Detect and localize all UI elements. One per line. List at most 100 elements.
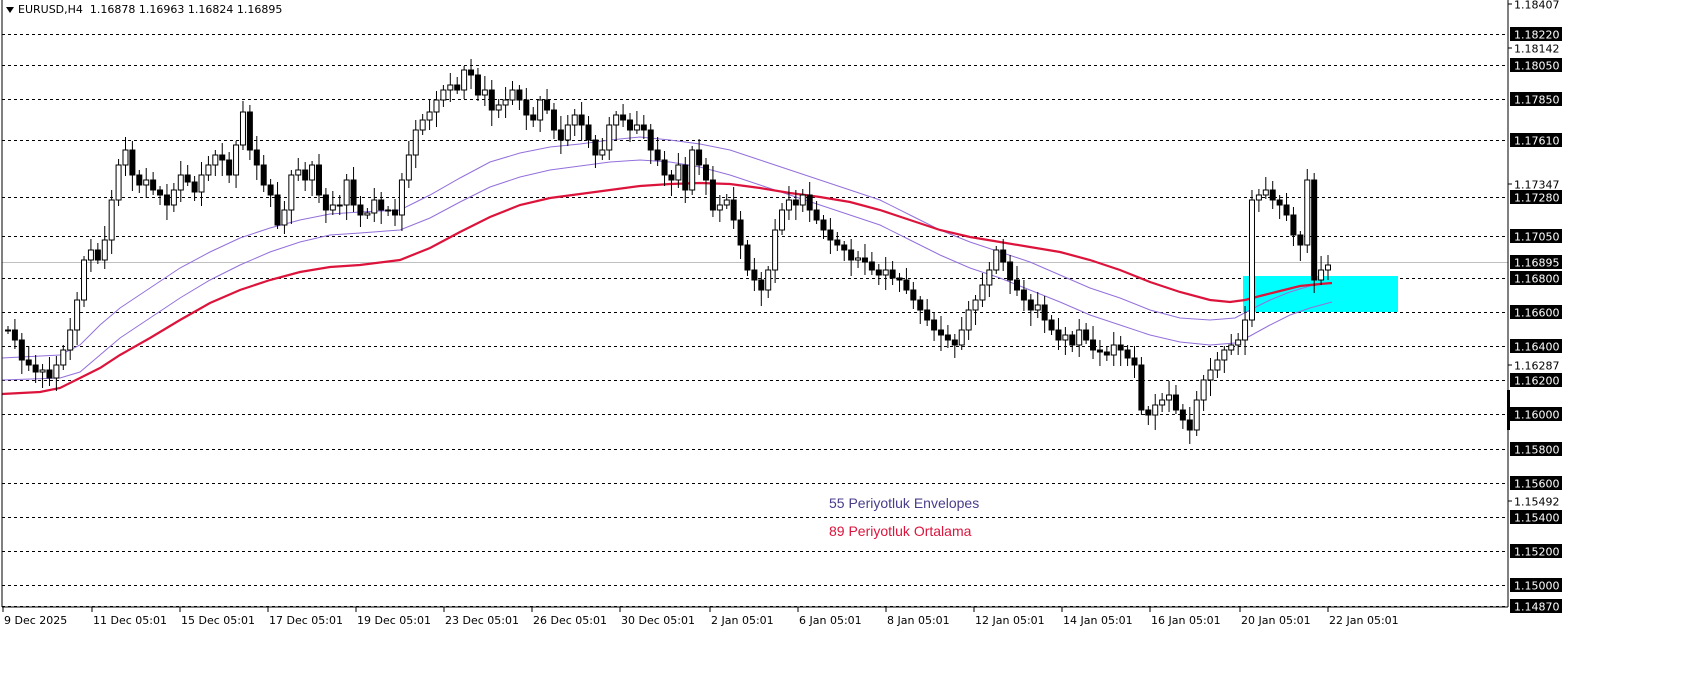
candle-bear [136, 174, 143, 186]
candle-bull [295, 169, 302, 176]
candle-bear [1179, 409, 1186, 421]
candle-bull [461, 69, 468, 91]
candle-bear [1020, 289, 1027, 301]
candle-bear [1276, 199, 1283, 206]
candle-bear [322, 194, 329, 211]
candle-bear [1283, 204, 1290, 216]
candle-bull [779, 209, 786, 231]
candle-bull [412, 129, 419, 156]
price-label: 1.18050 [1514, 60, 1560, 73]
candle-bear [626, 119, 633, 131]
candle-bull [1166, 394, 1173, 401]
candle-bear [875, 269, 882, 276]
price-label-box [1510, 133, 1562, 147]
candle-bear [378, 199, 385, 211]
candle-bull [329, 204, 336, 211]
candle-bear [937, 329, 944, 336]
price-label-box [1510, 229, 1562, 243]
candle-bull [799, 194, 806, 206]
candle-bear [1000, 249, 1007, 263]
candle-bull [1255, 194, 1262, 201]
candle-bull [675, 164, 682, 181]
candle-bear [488, 89, 495, 111]
candle-bear [1138, 364, 1145, 411]
scroll-marker[interactable] [1507, 390, 1510, 430]
candle-bear [1269, 189, 1276, 201]
candle-bull [87, 249, 94, 261]
candle-bear [578, 114, 585, 126]
candle-bull [1207, 369, 1214, 381]
candle-bull [1076, 329, 1083, 346]
price-label-box [1510, 407, 1562, 421]
candle-bull [564, 124, 571, 141]
ma-89-line [1, 181, 1333, 396]
candle-bear [910, 289, 917, 301]
candle-bull [599, 149, 606, 156]
time-label: 2 Jan 05:01 [711, 614, 774, 627]
candle-bear [848, 249, 855, 261]
price-label: 1.16000 [1514, 409, 1560, 422]
dropdown-triangle-icon[interactable] [6, 7, 14, 13]
candle-bear [758, 279, 765, 291]
candle-bull [1235, 339, 1242, 346]
candle-bull [979, 284, 986, 301]
price-label: 1.15200 [1514, 546, 1560, 559]
candle-bull [433, 99, 440, 113]
candle-bear [253, 149, 260, 166]
candle-bull [1062, 334, 1069, 341]
price-tick-label: 1.17347 [1514, 179, 1560, 192]
candle-bear [530, 114, 537, 121]
candle-bear [841, 244, 848, 251]
candle-bear [1145, 409, 1152, 416]
candle-bear [157, 189, 164, 196]
candle-bear [661, 159, 668, 176]
candle-bear [1083, 329, 1090, 341]
candle-bear [1311, 179, 1318, 281]
candle-bull [309, 164, 316, 181]
legend-ma: 89 Periyotluk Ortalama [829, 523, 972, 539]
candle-bull [613, 114, 620, 126]
candle-bear [730, 199, 737, 221]
candle-bear [18, 339, 25, 361]
chart-title: EURUSD,H4 1.16878 1.16963 1.16824 1.1689… [6, 3, 282, 16]
candle-bull [205, 164, 212, 176]
candle-bear [834, 239, 841, 246]
candle-bear [1055, 329, 1062, 341]
candle-bull [1152, 404, 1159, 416]
candle-bear [129, 149, 136, 176]
candle-bull [177, 174, 184, 191]
candle-bear [1014, 279, 1021, 291]
candle-bear [744, 244, 751, 271]
candle-bull [972, 299, 979, 311]
candle-bull [1214, 359, 1221, 371]
price-label-box [1510, 442, 1562, 456]
candle-bear [1103, 351, 1110, 356]
candle-bear [903, 279, 910, 291]
candle-bull [81, 259, 88, 301]
candle-bear [820, 219, 827, 231]
time-axis[interactable]: 9 Dec 2025 11 Dec 05:01 15 Dec 05:01 17 Dec… [2, 607, 1399, 627]
price-label-box [1510, 190, 1562, 204]
time-label: 16 Jan 05:01 [1151, 614, 1221, 627]
price-label: 1.15000 [1514, 580, 1560, 593]
candle-bear [951, 339, 958, 346]
candle-bear [274, 194, 281, 226]
price-label-box [1510, 27, 1562, 41]
candle-bull [233, 144, 240, 176]
candle-bull [785, 199, 792, 211]
candle-bull [1248, 199, 1255, 321]
candle-bear [184, 174, 191, 183]
envelope-upper [1, 136, 1333, 359]
candle-bear [792, 199, 799, 206]
candle-bear [336, 204, 343, 207]
candle-bear [1297, 234, 1304, 246]
candle-bull [986, 269, 993, 286]
time-label: 19 Dec 05:01 [357, 614, 431, 627]
candle-bear [592, 139, 599, 156]
candle-bull [419, 119, 426, 131]
candle-bull [1228, 344, 1235, 351]
